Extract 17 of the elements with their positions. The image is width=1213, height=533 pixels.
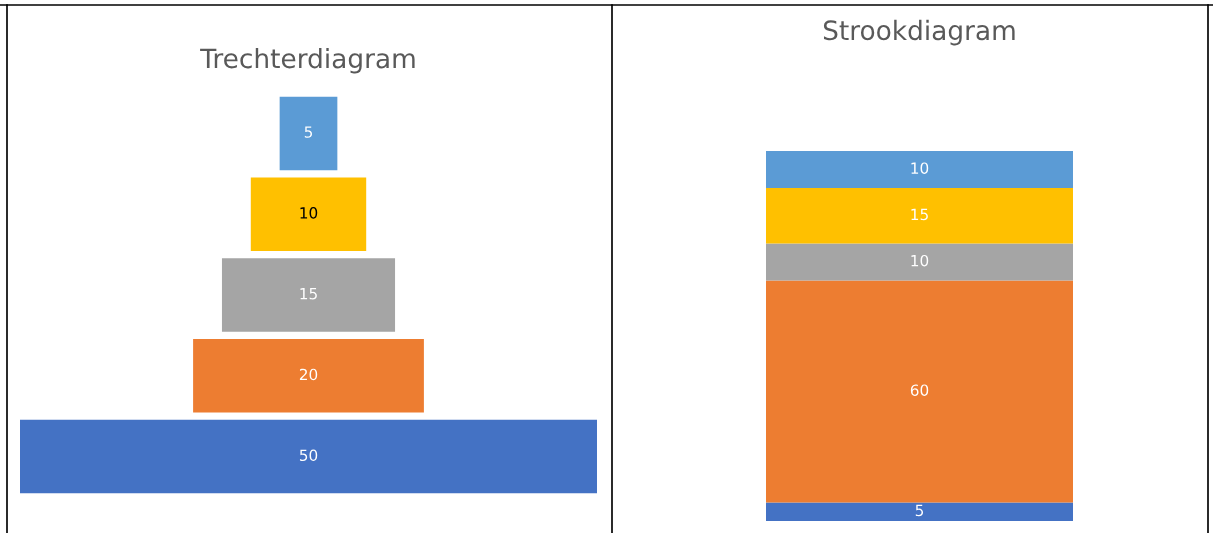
bar [766,243,1073,281]
data-label: 60 [910,384,929,396]
text: Trechterdiagram [200,47,415,74]
data-label: 10 [911,254,929,267]
bar [766,502,1073,521]
data-label: 5 [304,126,313,138]
bar [766,151,1073,188]
data-label: 15 [300,288,317,300]
data-label: 10 [911,162,929,174]
data-label: 5 [915,504,924,517]
chart-title: Strookdiagram [823,19,1015,46]
data-label: 10 [300,207,318,219]
data-label: 50 [299,449,318,462]
bar [766,280,1073,503]
bar [766,188,1073,244]
data-label: 20 [299,368,318,381]
data-label: 15 [911,208,928,221]
